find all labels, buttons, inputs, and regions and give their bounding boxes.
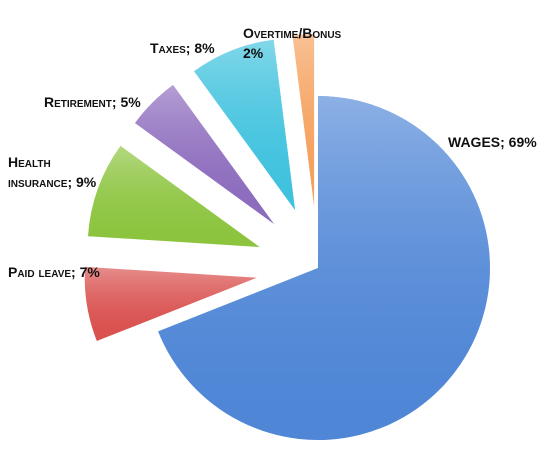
slice-label: Retirement; 5% (44, 94, 141, 110)
slice-shade (135, 85, 275, 225)
slice-label: Paid leave; 7% (8, 264, 100, 280)
slice-shade (292, 34, 315, 207)
slice-shade (88, 145, 260, 247)
slice-shade (84, 266, 257, 342)
slice-shade (194, 39, 296, 211)
slice-shade (158, 96, 491, 441)
slice-label: Taxes; 8% (150, 40, 215, 56)
slice-label: Health insurance; 9% (8, 154, 97, 190)
slice-label: WAGES; 69% (448, 134, 537, 150)
slice-label: Overtime/Bonus 2% (243, 25, 342, 61)
